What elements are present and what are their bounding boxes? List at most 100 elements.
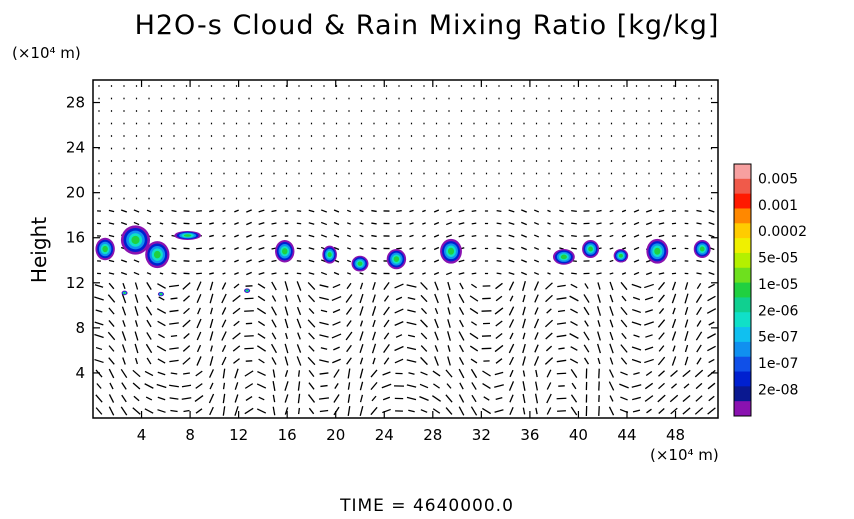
wind-vector (394, 283, 404, 289)
wind-vector (597, 357, 601, 365)
wind-vector (422, 259, 426, 263)
wind-vector (620, 371, 628, 376)
wind-vector (359, 306, 364, 316)
wind-vector (559, 209, 564, 213)
wind-vector (621, 209, 627, 213)
wind-vector (120, 209, 128, 213)
wind-vector (696, 272, 702, 275)
wind-vector (210, 345, 213, 352)
wind-vector (684, 331, 689, 341)
wind-vector (508, 343, 515, 354)
wind-vector (308, 332, 315, 340)
wind-vector (495, 333, 503, 339)
x-tick-label: 36 (520, 426, 539, 444)
wind-vector (133, 221, 140, 226)
wind-vector (522, 318, 526, 329)
wind-vector (406, 384, 417, 388)
wind-vector (533, 246, 540, 251)
wind-vector (559, 272, 564, 275)
wind-vector (383, 319, 390, 328)
wind-vector (333, 209, 340, 213)
y-tick-label: 20 (66, 184, 85, 202)
wind-vector (222, 209, 226, 213)
cloud-cell (393, 256, 400, 262)
cloud-cell (357, 261, 363, 266)
wind-vector (533, 356, 540, 366)
wind-vector (308, 307, 315, 315)
wind-vector (222, 272, 226, 275)
wind-vector (209, 331, 214, 341)
wind-vector (182, 357, 191, 365)
wind-vector (544, 357, 554, 365)
wind-vector (257, 295, 266, 302)
wind-vector (633, 372, 640, 375)
wind-vector (382, 396, 391, 401)
wind-vector (495, 396, 503, 401)
wind-vector (233, 283, 240, 289)
wind-vector (272, 394, 276, 403)
wind-vector (682, 407, 691, 415)
wind-vector (271, 295, 277, 302)
wind-vector (196, 272, 202, 275)
wind-vector (331, 295, 342, 302)
wind-vector (420, 319, 428, 328)
wind-vector (209, 234, 214, 238)
wind-vector (156, 345, 167, 352)
wind-vector (672, 345, 676, 352)
wind-vector (95, 309, 103, 313)
wind-vector (319, 409, 329, 413)
wind-vector (658, 345, 665, 352)
wind-vector (459, 282, 464, 290)
wind-vector (383, 344, 390, 353)
wind-vector (609, 357, 614, 365)
wind-vector (296, 260, 302, 262)
wind-vector (695, 395, 703, 402)
wind-vector (533, 318, 540, 329)
colorbar-segment (734, 193, 751, 209)
wind-vector (372, 357, 376, 365)
wind-vector (372, 319, 376, 328)
wind-vector (633, 221, 640, 226)
wind-vector (620, 306, 628, 316)
wind-vector (620, 344, 628, 353)
wind-vector (308, 370, 315, 377)
wind-vector (319, 372, 329, 375)
wind-vector (496, 247, 502, 250)
wind-vector (471, 235, 477, 237)
wind-vector (346, 320, 352, 327)
wind-vector (433, 271, 440, 276)
wind-vector (169, 309, 179, 313)
wind-vector (696, 234, 702, 238)
time-label: TIME = 4640000.0 (340, 496, 514, 516)
wind-vector (545, 282, 553, 290)
wind-vector (232, 307, 241, 315)
wind-vector (234, 406, 239, 416)
wind-vector (446, 383, 452, 389)
y-tick-label: 8 (75, 319, 85, 337)
wind-vector (359, 357, 364, 365)
wind-vector (396, 234, 402, 238)
wind-vector (222, 368, 226, 379)
wind-vector (318, 397, 330, 400)
wind-vector (382, 371, 391, 376)
cloud-cell (246, 289, 249, 292)
wind-vector (271, 332, 277, 340)
wind-vector (409, 272, 414, 275)
wind-vector (371, 209, 377, 213)
wind-vector (244, 347, 254, 350)
wind-vector (409, 222, 414, 225)
wind-vector (196, 281, 202, 291)
wind-vector (372, 294, 376, 303)
wind-vector (620, 319, 628, 328)
wind-vector (571, 222, 577, 225)
wind-vector (522, 407, 526, 415)
wind-vector (134, 282, 139, 290)
wind-vector (209, 382, 214, 390)
wind-vector (533, 271, 540, 276)
wind-vector (145, 343, 153, 354)
wind-vector (108, 394, 115, 403)
wind-vector (445, 394, 453, 403)
wind-vector (522, 332, 526, 340)
wind-vector (496, 222, 502, 225)
wind-vector (307, 394, 316, 403)
